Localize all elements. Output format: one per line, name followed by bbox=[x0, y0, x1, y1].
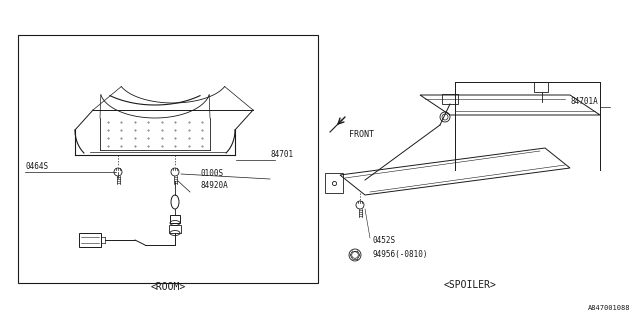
Bar bbox=[442, 94, 458, 104]
Bar bbox=[534, 82, 548, 92]
Text: 94956(-0810): 94956(-0810) bbox=[372, 251, 428, 260]
Polygon shape bbox=[340, 148, 570, 195]
Text: 84701: 84701 bbox=[270, 150, 293, 159]
Bar bbox=[18, 35, 318, 283]
Text: 0452S: 0452S bbox=[372, 236, 395, 244]
Text: <ROOM>: <ROOM> bbox=[150, 282, 186, 292]
Polygon shape bbox=[420, 95, 600, 115]
Bar bbox=[170, 215, 180, 223]
Text: FRONT: FRONT bbox=[349, 130, 374, 139]
Bar bbox=[79, 233, 101, 247]
Text: 0464S: 0464S bbox=[25, 162, 48, 171]
Text: <SPOILER>: <SPOILER> bbox=[444, 280, 497, 290]
Text: 0100S: 0100S bbox=[200, 169, 223, 178]
Bar bbox=[325, 173, 343, 193]
Text: 84920A: 84920A bbox=[200, 181, 228, 190]
Bar bbox=[169, 225, 181, 233]
Text: A847001088: A847001088 bbox=[588, 305, 630, 311]
Text: 84701A: 84701A bbox=[570, 97, 598, 106]
